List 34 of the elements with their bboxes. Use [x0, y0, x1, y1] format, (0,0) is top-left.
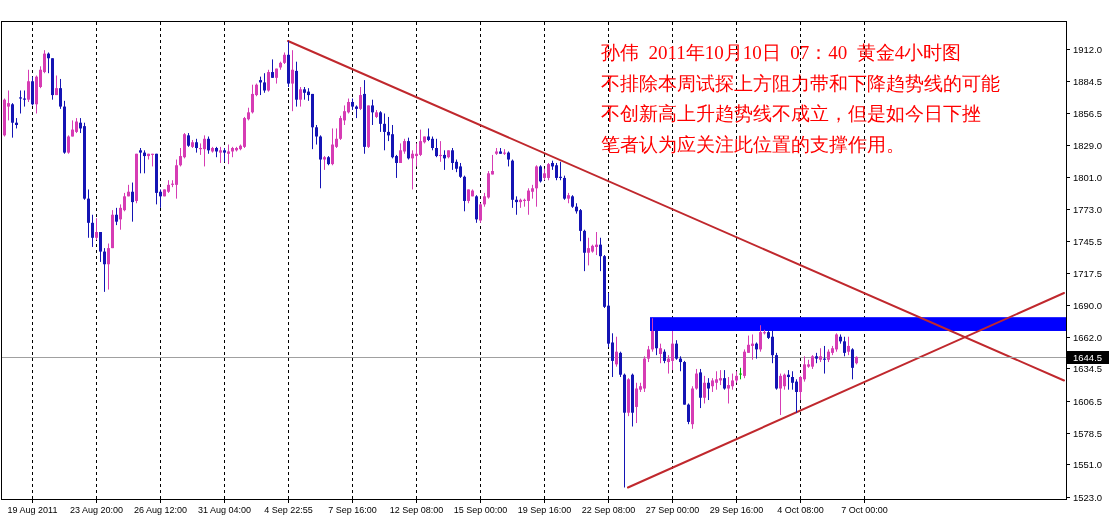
x-tick-label: 4 Oct 08:00 — [777, 505, 824, 515]
y-tick-label: 1690.0 — [1073, 300, 1103, 311]
y-tick-label: 1829.0 — [1073, 140, 1103, 151]
y-tick-label: 1912.0 — [1073, 44, 1103, 55]
x-tick-label: 7 Oct 00:00 — [841, 505, 888, 515]
y-tick-label: 1578.5 — [1073, 428, 1103, 439]
y-tick-label: 1606.5 — [1073, 396, 1103, 407]
y-tick-label: 1551.0 — [1073, 459, 1103, 470]
y-tick-label: 1856.5 — [1073, 108, 1103, 119]
x-tick-label: 7 Sep 16:00 — [328, 505, 377, 515]
x-tick-label: 22 Sep 08:00 — [581, 505, 636, 515]
x-tick-label: 26 Aug 12:00 — [133, 505, 188, 515]
y-tick-label: 1717.5 — [1073, 268, 1103, 279]
y-tick-label: 1801.0 — [1073, 172, 1103, 183]
x-tick-label: 12 Sep 08:00 — [389, 505, 444, 515]
x-tick-label: 19 Sep 16:00 — [517, 505, 572, 515]
annotation: 不创新高上升趋势线不成立，但是如今日下挫 — [601, 103, 981, 124]
x-tick-label: 4 Sep 22:55 — [264, 505, 313, 515]
x-tick-label: 23 Aug 20:00 — [69, 505, 124, 515]
x-tick-label: 31 Aug 04:00 — [197, 505, 252, 515]
x-tick-label: 19 Aug 2011 — [7, 505, 58, 515]
y-tick-label: 1523.0 — [1073, 492, 1103, 503]
annotation: 不排除本周试探上方阻力带和下降趋势线的可能 — [601, 72, 1000, 94]
y-tick-label: 1884.5 — [1073, 76, 1103, 87]
y-tick-label: 1745.5 — [1073, 236, 1103, 247]
y-tick-label: 1773.0 — [1073, 204, 1103, 215]
x-tick-label: 27 Sep 00:00 — [645, 505, 700, 515]
x-tick-label: 15 Sep 00:00 — [453, 505, 508, 515]
y-tick-label: 1662.0 — [1073, 332, 1103, 343]
y-tick-label: 1634.5 — [1073, 363, 1103, 374]
x-tick-label: 29 Sep 16:00 — [709, 505, 764, 515]
annotation: 笔者认为应关注此位置的支撑作用。 — [601, 133, 905, 155]
annotation: 孙伟 2011年10月10日 07：40 黄金4小时图 — [601, 42, 962, 63]
ref-line-label: 1644.5 — [1073, 352, 1103, 363]
